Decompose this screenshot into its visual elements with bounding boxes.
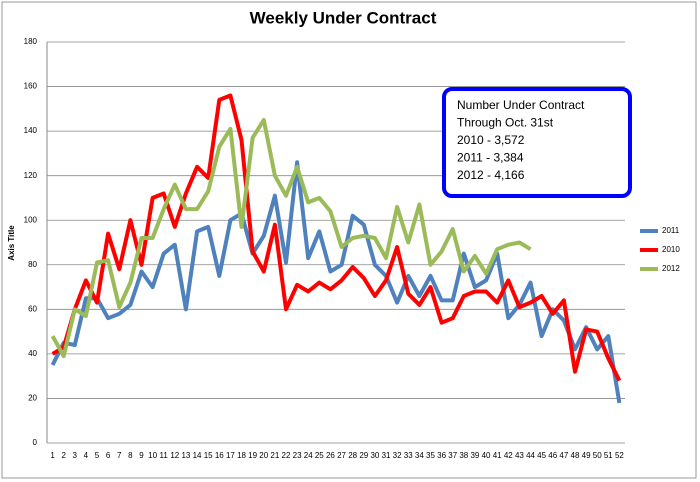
series-line — [50, 160, 622, 404]
x-tick-label: 47 — [559, 451, 568, 460]
x-tick-label: 41 — [493, 451, 502, 460]
x-tick-label: 19 — [248, 451, 257, 460]
x-tick-label: 8 — [128, 451, 133, 460]
x-tick-label: 10 — [148, 451, 157, 460]
annotation-text: 2012 - 4,166 — [457, 168, 525, 182]
x-tick-label: 26 — [326, 451, 335, 460]
x-tick-label: 12 — [170, 451, 179, 460]
x-tick-label: 43 — [515, 451, 524, 460]
y-tick-label: 80 — [28, 260, 37, 269]
x-tick-label: 35 — [426, 451, 435, 460]
x-tick-label: 20 — [259, 451, 268, 460]
x-tick-label: 11 — [160, 451, 169, 460]
x-tick-label: 28 — [348, 451, 357, 460]
y-axis-title: Axis Title — [7, 225, 16, 261]
chart-title: Weekly Under Contract — [250, 8, 437, 27]
x-tick-label: 39 — [470, 451, 479, 460]
x-tick-label: 50 — [593, 451, 602, 460]
annotation-text: Number Under Contract — [457, 98, 585, 112]
series-line — [51, 93, 622, 382]
x-tick-label: 32 — [393, 451, 402, 460]
annotation-text: Through Oct. 31st — [457, 116, 554, 130]
x-tick-label: 7 — [117, 451, 122, 460]
x-tick-label: 46 — [548, 451, 557, 460]
y-tick-label: 40 — [28, 349, 37, 358]
x-tick-label: 34 — [415, 451, 424, 460]
x-tick-label: 37 — [448, 451, 457, 460]
legend-label: 2011 — [662, 226, 680, 235]
x-tick-label: 4 — [84, 451, 89, 460]
y-tick-label: 60 — [28, 304, 37, 313]
x-tick-label: 42 — [504, 451, 513, 460]
y-tick-label: 140 — [24, 126, 38, 135]
x-tick-label: 36 — [437, 451, 446, 460]
x-tick-label: 14 — [193, 451, 202, 460]
x-tick-label: 15 — [204, 451, 213, 460]
x-tick-label: 18 — [237, 451, 246, 460]
x-tick-label: 21 — [270, 451, 279, 460]
legend-label: 2012 — [662, 264, 680, 273]
x-tick-label: 44 — [526, 451, 535, 460]
x-tick-label: 5 — [95, 451, 100, 460]
x-tick-label: 16 — [215, 451, 224, 460]
y-tick-label: 100 — [24, 215, 38, 224]
x-tick-label: 25 — [315, 451, 324, 460]
x-tick-label: 45 — [537, 451, 546, 460]
y-tick-label: 180 — [24, 37, 38, 46]
y-tick-label: 160 — [24, 82, 38, 91]
x-tick-label: 29 — [359, 451, 368, 460]
x-tick-label: 27 — [337, 451, 346, 460]
x-tick-label: 51 — [604, 451, 613, 460]
y-tick-label: 120 — [24, 171, 38, 180]
x-tick-label: 23 — [293, 451, 302, 460]
annotation-text: 2010 - 3,572 — [457, 133, 525, 147]
series-line — [50, 118, 532, 359]
legend-label: 2010 — [662, 245, 680, 254]
x-tick-label: 3 — [73, 451, 78, 460]
x-tick-label: 2 — [61, 451, 66, 460]
x-tick-label: 13 — [181, 451, 190, 460]
x-tick-label: 48 — [571, 451, 580, 460]
x-tick-label: 6 — [106, 451, 111, 460]
x-tick-label: 9 — [139, 451, 144, 460]
annotation-box: Number Under Contract Through Oct. 31st 20… — [442, 87, 632, 198]
x-tick-label: 49 — [582, 451, 591, 460]
x-tick-label: 52 — [615, 451, 624, 460]
x-tick-label: 38 — [459, 451, 468, 460]
x-tick-label: 17 — [226, 451, 235, 460]
annotation-text: 2011 - 3,384 — [457, 151, 524, 165]
x-tick-label: 31 — [382, 451, 391, 460]
x-tick-label: 33 — [404, 451, 413, 460]
annotation-frame — [442, 87, 632, 198]
x-tick-label: 24 — [304, 451, 313, 460]
x-tick-label: 1 — [50, 451, 55, 460]
x-tick-label: 30 — [370, 451, 379, 460]
x-tick-label: 40 — [482, 451, 491, 460]
y-tick-label: 20 — [28, 394, 37, 403]
x-tick-label: 22 — [282, 451, 291, 460]
y-tick-label: 0 — [33, 438, 38, 447]
